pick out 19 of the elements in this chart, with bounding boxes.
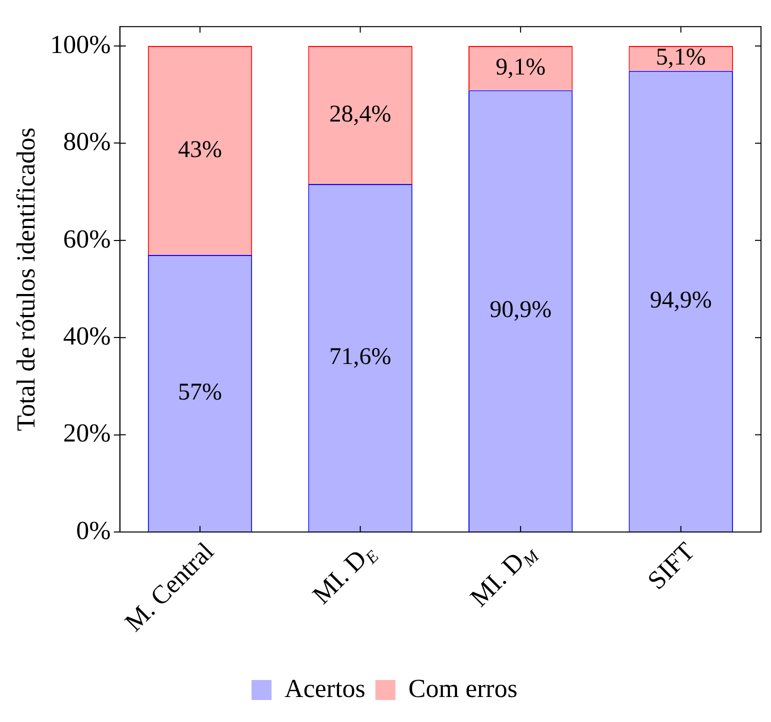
y-tick-label: 20%	[63, 418, 111, 448]
data-label: 28,4%	[329, 101, 392, 128]
data-label: 57%	[178, 380, 222, 406]
data-label: 90,9%	[490, 297, 552, 324]
data-label: 43%	[178, 136, 222, 163]
y-tick-label: 80%	[63, 127, 111, 156]
y-tick-label: 40%	[63, 321, 111, 350]
legend-label: Com erros	[408, 674, 518, 703]
x-tick-label: MI. DE	[306, 544, 383, 610]
data-label: 71,6%	[329, 344, 392, 370]
x-tick-label: MI. DM	[464, 546, 544, 612]
y-axis-title: Total de rótulos identificados	[11, 127, 40, 432]
legend-label: Acertos	[284, 674, 366, 703]
y-tick-label: 0%	[76, 516, 111, 545]
data-label: 94,9%	[650, 287, 712, 314]
data-label: 9,1%	[496, 54, 546, 80]
data-label: 5,1%	[656, 44, 706, 71]
y-tick-label: 60%	[63, 224, 111, 254]
y-tick-label: 100%	[50, 30, 111, 59]
